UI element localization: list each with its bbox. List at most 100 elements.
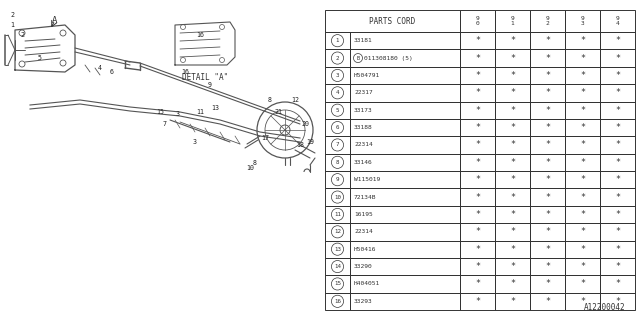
Text: A12200042: A12200042	[584, 303, 625, 312]
Bar	[325, 119, 350, 136]
Text: *: *	[545, 262, 550, 271]
Bar	[350, 188, 460, 206]
Text: 4: 4	[336, 90, 339, 95]
Text: *: *	[510, 158, 515, 167]
Text: 10: 10	[246, 165, 254, 171]
Text: *: *	[580, 71, 585, 80]
Bar	[600, 84, 635, 101]
Bar	[565, 101, 600, 119]
Text: *: *	[545, 175, 550, 184]
Bar	[325, 49, 350, 67]
Text: *: *	[545, 106, 550, 115]
Text: 7: 7	[336, 142, 339, 148]
Text: 33290: 33290	[354, 264, 372, 269]
Text: 17: 17	[261, 135, 269, 141]
Text: 22314: 22314	[354, 142, 372, 148]
Text: W115019: W115019	[354, 177, 380, 182]
Bar	[530, 10, 565, 32]
Bar	[565, 154, 600, 171]
Bar	[565, 258, 600, 275]
Text: 33146: 33146	[354, 160, 372, 165]
Text: *: *	[475, 193, 480, 202]
Bar	[350, 275, 460, 292]
Text: *: *	[615, 53, 620, 63]
Bar	[495, 136, 530, 154]
Text: *: *	[615, 227, 620, 236]
Text: *: *	[510, 210, 515, 219]
Text: *: *	[510, 297, 515, 306]
Bar	[325, 101, 350, 119]
Text: 16: 16	[196, 32, 204, 38]
Text: 3: 3	[336, 73, 339, 78]
Bar	[600, 32, 635, 49]
Bar	[350, 223, 460, 241]
Bar	[600, 258, 635, 275]
Text: 21: 21	[274, 109, 282, 115]
Bar	[565, 275, 600, 292]
Text: *: *	[510, 53, 515, 63]
Text: *: *	[545, 123, 550, 132]
Bar	[325, 136, 350, 154]
Text: *: *	[545, 227, 550, 236]
Bar	[495, 84, 530, 101]
Bar	[495, 119, 530, 136]
Text: *: *	[475, 175, 480, 184]
Bar	[460, 10, 495, 32]
Text: *: *	[615, 36, 620, 45]
Text: *: *	[580, 88, 585, 97]
Text: 2: 2	[20, 32, 24, 38]
Text: 19: 19	[306, 139, 314, 145]
Text: 33188: 33188	[354, 125, 372, 130]
Bar	[460, 136, 495, 154]
Bar	[495, 67, 530, 84]
Text: *: *	[510, 106, 515, 115]
Text: H504791: H504791	[354, 73, 380, 78]
Text: 12: 12	[334, 229, 341, 234]
Bar	[460, 206, 495, 223]
Text: *: *	[580, 123, 585, 132]
Bar	[600, 49, 635, 67]
Text: A: A	[52, 15, 58, 25]
Bar	[350, 292, 460, 310]
Bar	[325, 154, 350, 171]
Bar	[350, 49, 460, 67]
Bar	[565, 223, 600, 241]
Text: *: *	[615, 88, 620, 97]
Text: 15: 15	[334, 281, 341, 286]
Text: 9
2: 9 2	[546, 16, 549, 26]
Text: *: *	[475, 36, 480, 45]
Bar	[600, 206, 635, 223]
Text: 14: 14	[334, 264, 341, 269]
Bar	[325, 188, 350, 206]
Bar	[530, 275, 565, 292]
Text: *: *	[615, 123, 620, 132]
Text: *: *	[475, 88, 480, 97]
Bar	[460, 258, 495, 275]
Text: *: *	[475, 158, 480, 167]
Bar	[325, 67, 350, 84]
Bar	[325, 171, 350, 188]
Text: 4: 4	[98, 65, 102, 71]
Text: *: *	[475, 210, 480, 219]
Bar	[460, 171, 495, 188]
Bar	[350, 84, 460, 101]
Bar	[460, 275, 495, 292]
Bar	[495, 101, 530, 119]
Text: *: *	[615, 175, 620, 184]
Bar	[565, 188, 600, 206]
Text: 11: 11	[334, 212, 341, 217]
Bar	[495, 49, 530, 67]
Text: 9
3: 9 3	[580, 16, 584, 26]
Bar	[565, 119, 600, 136]
Bar	[495, 10, 530, 32]
Text: 22317: 22317	[354, 90, 372, 95]
Text: 9
1: 9 1	[511, 16, 515, 26]
Bar	[565, 206, 600, 223]
Text: *: *	[475, 123, 480, 132]
Text: *: *	[545, 140, 550, 149]
Text: *: *	[615, 193, 620, 202]
Text: H404051: H404051	[354, 281, 380, 286]
Bar	[530, 292, 565, 310]
Text: *: *	[580, 210, 585, 219]
Text: 20: 20	[301, 121, 309, 127]
